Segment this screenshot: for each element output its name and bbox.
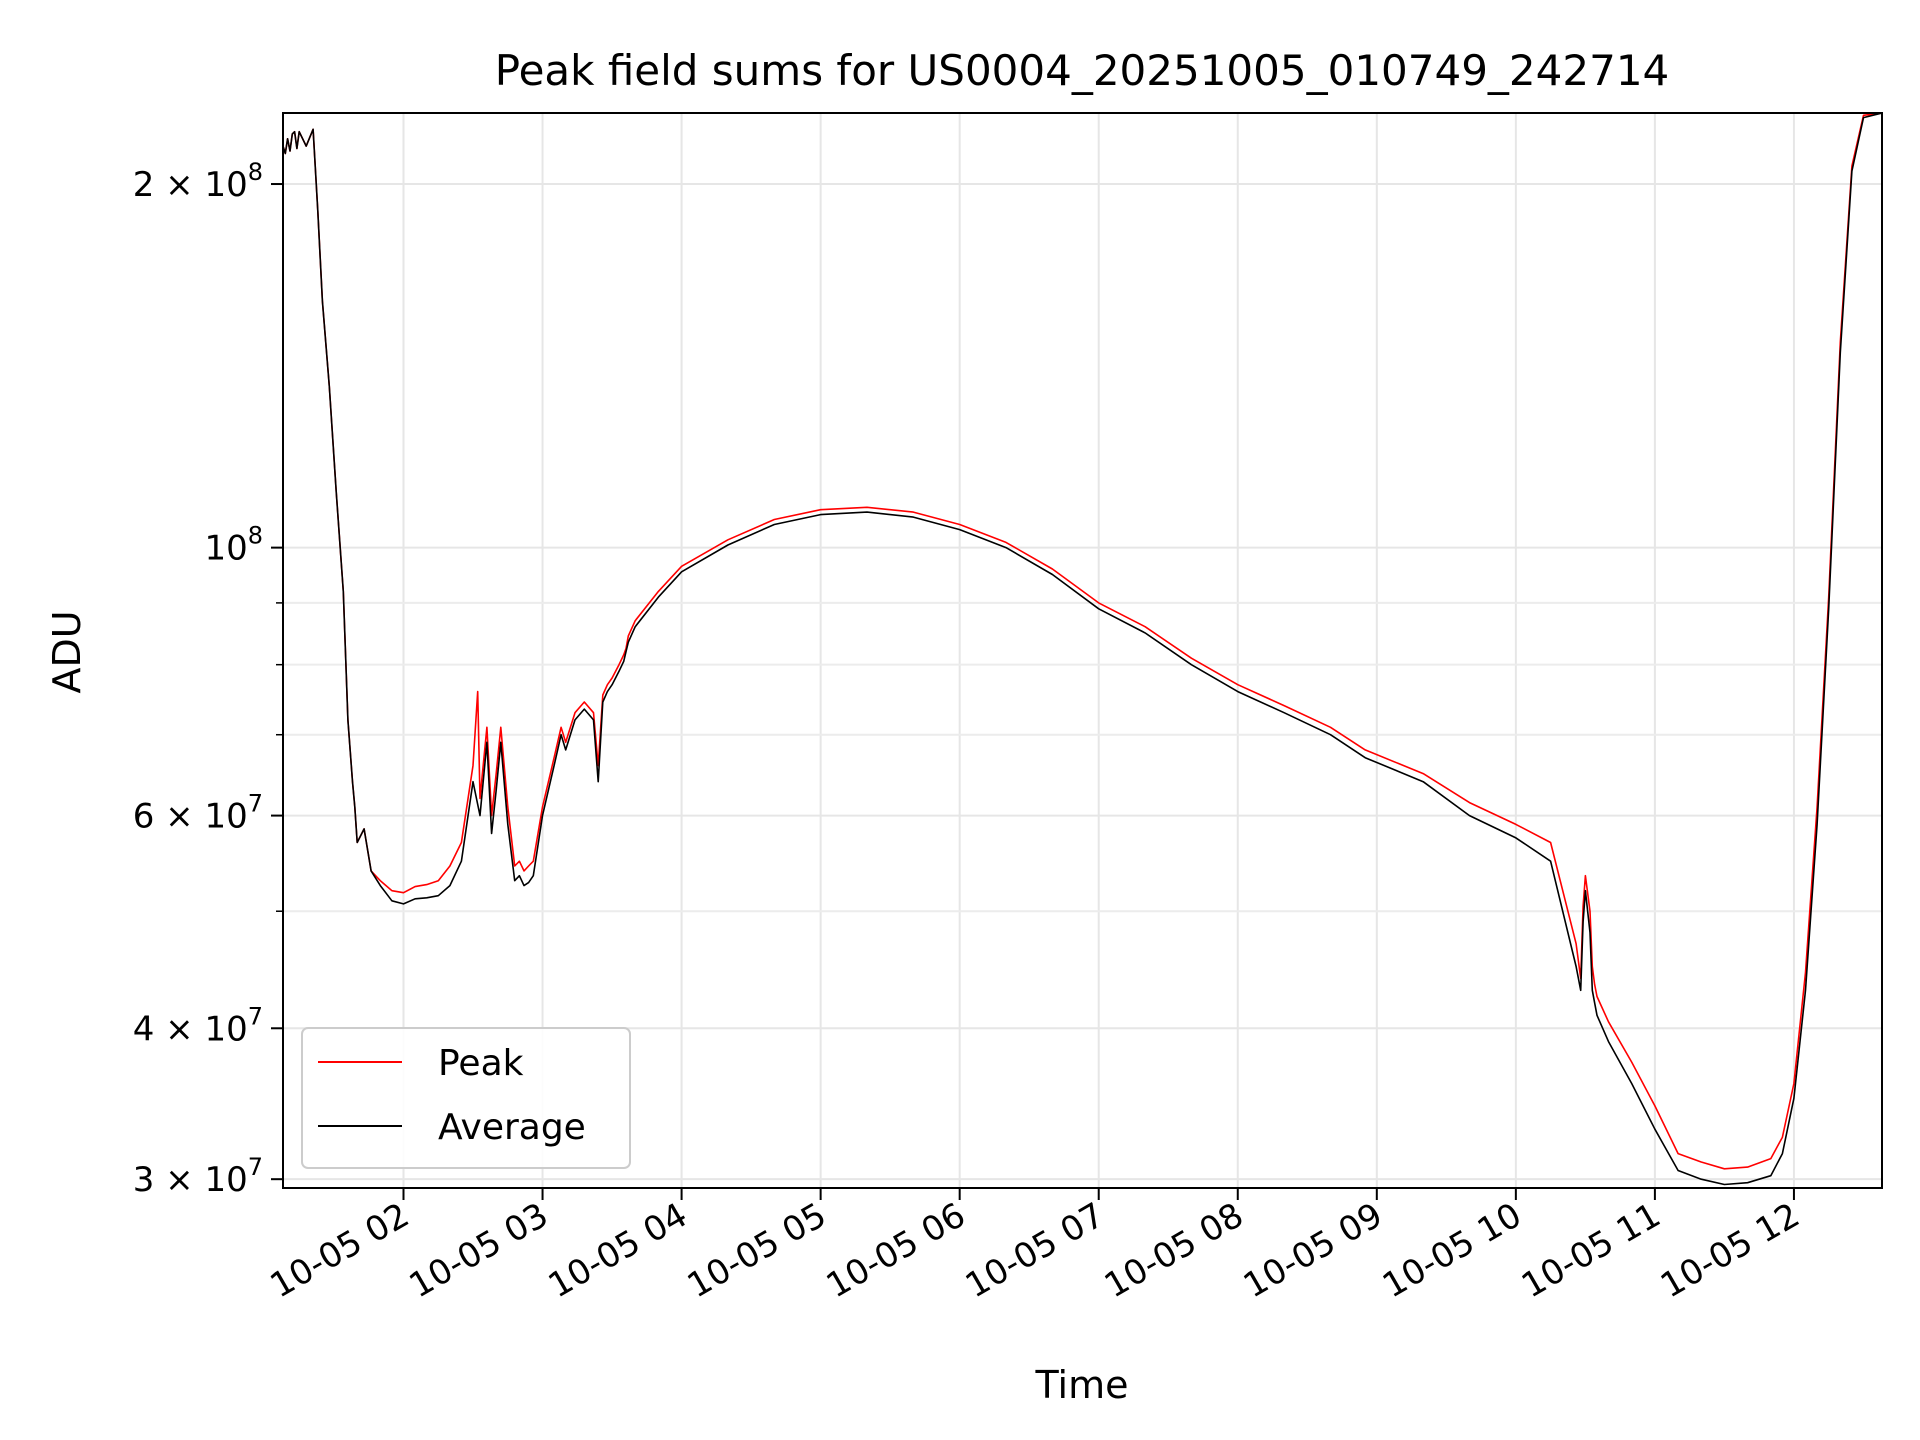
y-tick-label: 3 × 107 bbox=[133, 1153, 263, 1200]
legend: Peak Average bbox=[301, 1027, 631, 1169]
y-tick-label: 4 × 107 bbox=[133, 1002, 263, 1049]
x-axis-label: Time bbox=[1035, 1363, 1129, 1407]
legend-label-average: Average bbox=[438, 1107, 586, 1148]
y-axis: 2 × 108 108 6 × 107 4 × 107 3 × 107 bbox=[133, 158, 283, 1200]
legend-label-peak: Peak bbox=[438, 1043, 524, 1084]
grid bbox=[283, 113, 1882, 1188]
y-tick-label: 2 × 108 bbox=[133, 158, 263, 205]
series-line-average bbox=[283, 113, 1882, 1186]
plot-frame bbox=[282, 112, 1883, 1189]
plot-lines bbox=[283, 113, 1882, 1186]
y-tick-label: 108 bbox=[204, 522, 263, 569]
chart-title: Peak field sums for US0004_20251005_0107… bbox=[495, 46, 1670, 95]
y-tick-label: 6 × 107 bbox=[133, 790, 263, 837]
y-axis-label: ADU bbox=[45, 610, 89, 693]
